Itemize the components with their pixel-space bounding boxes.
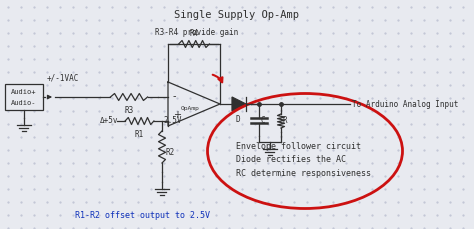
Text: R2: R2 <box>166 147 175 156</box>
Text: R3-R4 provide gain: R3-R4 provide gain <box>155 28 238 37</box>
Text: To Arduino Analog Input: To Arduino Analog Input <box>352 100 458 109</box>
Text: Single Supply Op-Amp: Single Supply Op-Amp <box>174 10 300 20</box>
Text: OpAmp: OpAmp <box>181 106 200 111</box>
Text: D: D <box>236 114 240 123</box>
Text: Audio-: Audio- <box>11 100 37 106</box>
Text: R4: R4 <box>190 29 199 38</box>
Text: Envelope follower circuit
Diode rectifies the AC
RC determine responsiveness: Envelope follower circuit Diode rectifie… <box>236 141 371 178</box>
Text: R1: R1 <box>134 129 144 138</box>
Text: +/-1VAC: +/-1VAC <box>47 74 79 83</box>
Text: C: C <box>261 116 265 125</box>
Polygon shape <box>232 98 246 112</box>
Text: Audio+: Audio+ <box>11 89 37 95</box>
Text: -: - <box>173 91 176 101</box>
Text: R1-R2 offset output to 2.5V: R1-R2 offset output to 2.5V <box>75 210 210 219</box>
Text: R: R <box>283 116 288 125</box>
Text: +: + <box>173 109 181 120</box>
Text: R3: R3 <box>124 106 134 114</box>
Text: Δ+5v: Δ+5v <box>100 116 118 125</box>
Text: 2.5V: 2.5V <box>163 116 182 125</box>
FancyBboxPatch shape <box>5 85 43 111</box>
